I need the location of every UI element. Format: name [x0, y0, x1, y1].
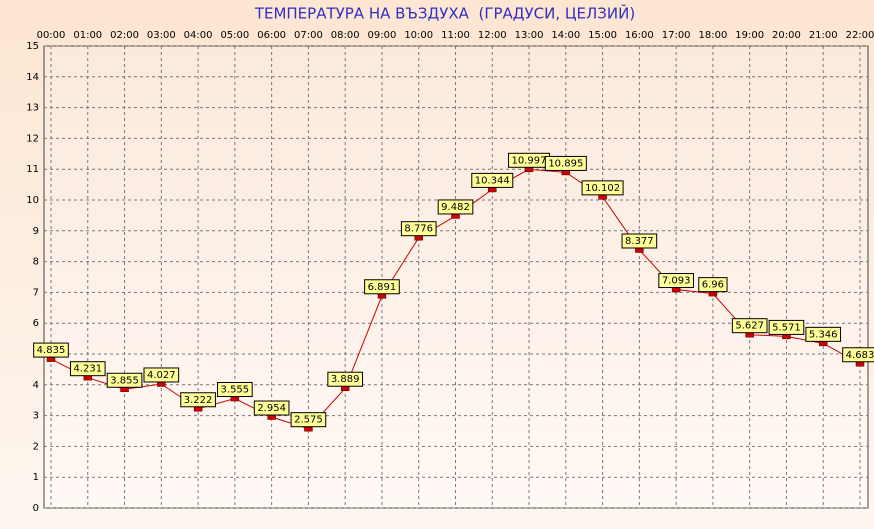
value-label: 7.093: [662, 276, 691, 287]
x-tick-label: 08:00: [331, 30, 360, 41]
value-label-box: [290, 412, 327, 428]
y-tick-label: 11: [26, 164, 39, 175]
value-label: 3.555: [221, 385, 250, 396]
x-tick-label: 00:00: [37, 30, 66, 41]
chart-title: ТЕМПЕРАТУРА НА ВЪЗДУХА (ГРАДУСИ, ЦЕЛЗИЙ): [254, 4, 635, 23]
value-label: 8.377: [625, 236, 654, 247]
value-label: 5.627: [735, 321, 764, 332]
x-tick-label: 07:00: [294, 30, 323, 41]
value-label: 3.889: [331, 374, 360, 385]
value-label-box: [544, 155, 587, 171]
x-tick-label: 19:00: [735, 30, 764, 41]
value-label-box: [658, 273, 694, 289]
value-label: 6.96: [702, 280, 724, 291]
y-tick-label: 12: [26, 133, 39, 144]
value-label: 5.571: [772, 322, 801, 333]
y-tick-label: 9: [33, 226, 39, 237]
x-tick-label: 14:00: [551, 30, 580, 41]
value-label-box: [731, 318, 768, 334]
value-label: 10.344: [475, 175, 510, 186]
value-label-box: [621, 233, 658, 249]
value-label: 10.895: [548, 158, 583, 169]
y-tick-label: 13: [26, 103, 39, 114]
value-label: 4.683: [846, 350, 874, 361]
value-label: 4.231: [73, 364, 102, 375]
value-label-box: [253, 400, 290, 416]
x-tick-label: 13:00: [515, 30, 544, 41]
value-label: 2.954: [257, 403, 286, 414]
value-label: 3.855: [110, 375, 139, 386]
x-tick-label: 11:00: [441, 30, 470, 41]
value-label: 3.222: [184, 395, 213, 406]
value-label: 4.835: [37, 345, 66, 356]
value-label: 4.027: [147, 370, 176, 381]
value-label-box: [143, 367, 180, 383]
x-tick-label: 03:00: [147, 30, 176, 41]
value-label-box: [33, 342, 69, 358]
value-label-box: [180, 392, 216, 408]
value-label-box: [581, 180, 624, 196]
value-label: 5.346: [809, 329, 838, 340]
value-label-box: [217, 382, 253, 398]
x-tick-label: 18:00: [698, 30, 727, 41]
x-tick-label: 06:00: [257, 30, 286, 41]
x-tick-label: 05:00: [220, 30, 249, 41]
value-label: 10.102: [585, 183, 620, 194]
value-label: 9.482: [441, 202, 470, 213]
y-tick-label: 3: [33, 411, 39, 422]
y-tick-label: 8: [33, 257, 39, 268]
value-label: 6.891: [368, 282, 397, 293]
x-tick-label: 04:00: [184, 30, 213, 41]
value-label: 10.997: [512, 155, 547, 166]
value-label-box: [364, 279, 400, 295]
value-label-box: [437, 199, 474, 215]
x-tick-label: 15:00: [588, 30, 617, 41]
x-tick-label: 22:00: [846, 30, 874, 41]
value-label-box: [400, 221, 437, 237]
value-label-box: [471, 172, 514, 188]
x-tick-label: 16:00: [625, 30, 654, 41]
y-tick-label: 0: [33, 503, 39, 514]
value-label-box: [69, 361, 106, 377]
value-label-box: [805, 326, 842, 342]
y-tick-label: 10: [26, 195, 39, 206]
y-tick-label: 4: [33, 380, 39, 391]
y-tick-label: 15: [26, 41, 39, 52]
value-label: 2.575: [294, 415, 323, 426]
value-label-box: [842, 347, 874, 363]
value-label: 8.776: [404, 224, 433, 235]
x-tick-label: 02:00: [110, 30, 139, 41]
y-tick-label: 6: [33, 318, 39, 329]
y-tick-label: 14: [26, 72, 39, 83]
y-tick-label: 2: [33, 441, 39, 452]
value-label-box: [327, 371, 364, 387]
y-tick-label: 7: [33, 287, 39, 298]
value-label-box: [698, 277, 728, 293]
x-tick-label: 01:00: [73, 30, 102, 41]
x-tick-label: 09:00: [368, 30, 397, 41]
x-tick-label: 10:00: [404, 30, 433, 41]
x-tick-label: 20:00: [772, 30, 801, 41]
value-label-box: [106, 372, 143, 388]
x-tick-label: 21:00: [809, 30, 838, 41]
value-label-box: [768, 319, 805, 335]
x-tick-label: 12:00: [478, 30, 507, 41]
y-tick-label: 1: [33, 472, 39, 483]
x-tick-label: 17:00: [662, 30, 691, 41]
